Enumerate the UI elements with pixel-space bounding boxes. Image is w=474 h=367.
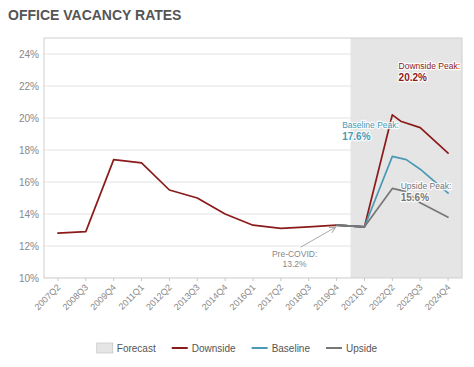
x-tick-label: 2011Q1 [117,282,146,311]
legend-item: Forecast [97,343,156,354]
x-tick-label: 2009Q4 [88,282,118,312]
grid-line [44,118,462,119]
page: {"chart_data": { "type": "line", "title"… [0,0,474,367]
annotation: Pre-COVID:13.2% [272,227,336,269]
x-tick [420,278,421,281]
x-tick-label: 2019Q4 [311,282,341,312]
title: OFFICE VACANCY RATES [8,7,181,23]
x-tick [336,278,337,281]
x-tick [113,278,114,281]
y-tick-label: 22% [19,81,39,92]
legend-swatch [326,347,342,349]
legend-swatch [252,347,268,349]
x-tick [169,278,170,281]
y-tick-label: 12% [19,241,39,252]
legend-item: Baseline [252,343,311,354]
x-tick [141,278,142,281]
grid-line [44,246,462,247]
grid-line [44,214,462,215]
grid-line [44,150,462,151]
annotation-value: 15.6% [401,192,429,203]
plot-area [44,38,462,278]
x-tick-label: 2013Q3 [172,282,202,312]
y-tick-label: 20% [19,113,39,124]
legend-label: Upside [346,343,378,354]
series-line [337,156,448,226]
x-tick-label: 2014Q4 [200,282,230,312]
x-tick-label: 2012Q2 [144,282,174,312]
y-tick-label: 10% [19,273,39,284]
x-tick [85,278,86,281]
forecast-region [351,38,462,278]
series-line [58,160,365,234]
chart: OFFICE VACANCY RATES 10% 12% 14% 16% 18% 20% 22… [0,0,474,367]
legend-label: Downside [192,343,236,354]
y-tick-label: 24% [19,49,39,60]
annotation: Upside Peak:15.6% [401,181,452,203]
annotation: Baseline Peak:17.6% [342,120,399,142]
x-tick-label: 2022Q2 [367,282,397,312]
x-axis: 2007Q22008Q32009Q42011Q12012Q22013Q32014… [33,278,453,312]
legend-label: Baseline [272,343,311,354]
x-tick-label: 2007Q2 [33,282,63,312]
x-tick-label: 2021Q1 [339,282,369,312]
x-tick [308,278,309,281]
legend-label: Forecast [117,343,156,354]
annotation-value: 13.2% [283,259,308,269]
x-tick [225,278,226,281]
x-tick-label: 2017Q2 [256,282,286,312]
y-tick-label: 14% [19,209,39,220]
series-line [337,115,448,227]
annotation-text: Pre-COVID: [272,249,317,259]
x-tick [448,278,449,281]
annotation-text: Baseline Peak: [342,120,399,130]
annotation-text: Upside Peak: [401,181,452,191]
grid-line [44,54,462,55]
x-tick [280,278,281,281]
x-tick-label: 2024Q4 [423,282,453,312]
x-tick-label: 2008Q3 [60,282,90,312]
x-tick [57,278,58,281]
grid-line [44,86,462,87]
legend-item: Upside [326,343,378,354]
annotations: Pre-COVID:13.2% Downside Peak:20.2% Baseli… [272,61,460,269]
legend: Forecast Downside Baseline Upside [97,343,378,354]
grid-line [44,182,462,183]
y-tick-label: 18% [19,145,39,156]
annotation-value: 20.2% [399,72,427,83]
x-tick [253,278,254,281]
x-tick-label: 2018Q3 [283,282,313,312]
x-tick-label: 2016Q1 [228,282,258,312]
x-tick [197,278,198,281]
legend-swatch [97,343,113,353]
x-tick [392,278,393,281]
y-tick-label: 16% [19,177,39,188]
y-axis: 10% 12% 14% 16% 18% 20% 22% 24% [19,49,39,284]
annotation-text: Downside Peak: [399,61,460,71]
annotation: Downside Peak:20.2% [399,61,460,83]
legend-item: Downside [172,343,236,354]
x-tick-label: 2023Q3 [395,282,425,312]
legend-swatch [172,347,188,349]
plot-frame [44,38,462,278]
annotation-arrow [301,227,336,247]
series-line [337,188,448,226]
x-tick [364,278,365,281]
annotation-value: 17.6% [342,131,370,142]
